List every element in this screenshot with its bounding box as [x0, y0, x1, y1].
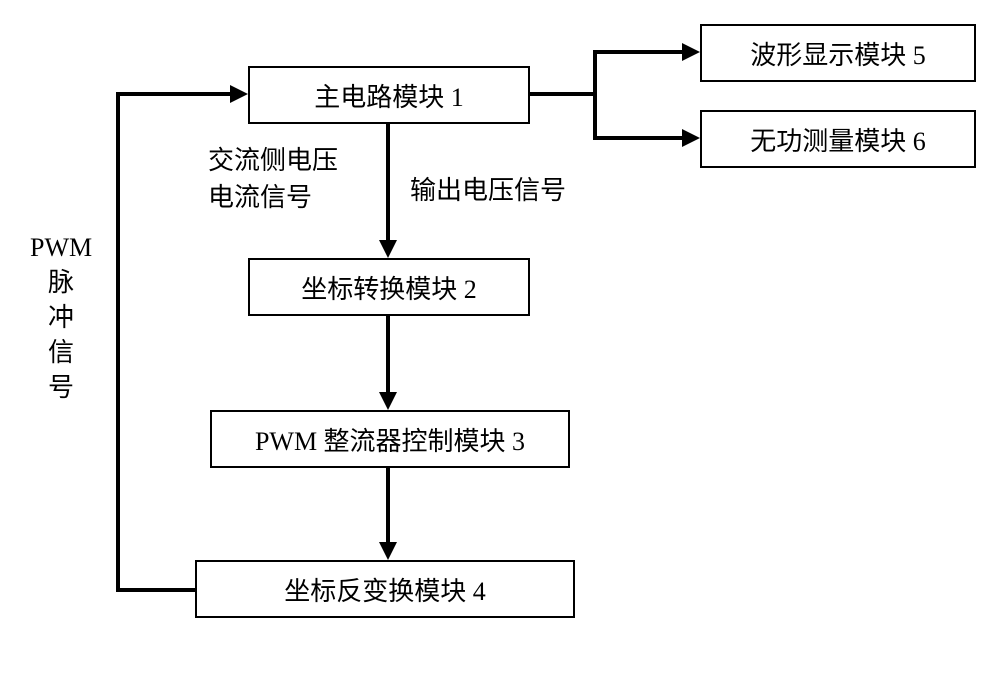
node-n2: 坐标转换模块 2 [248, 258, 530, 316]
label-edge_pwm-line: 脉 [48, 265, 74, 300]
label-edge_pwm-line: 号 [48, 370, 74, 405]
label-edge_out: 输出电压信号 [410, 170, 566, 207]
arrowhead-split-to-n6 [682, 129, 700, 147]
node-n4-label: 坐标反变换模块 4 [284, 571, 486, 608]
label-edge_pwm-line: PWM [30, 230, 92, 265]
label-edge_pwm-line: 冲 [48, 300, 74, 335]
node-n6: 无功测量模块 6 [700, 110, 976, 168]
arrowhead-split-to-n5 [682, 43, 700, 61]
label-edge_pwm: PWM脉冲信号 [30, 230, 92, 405]
arrow-split-to-n6 [595, 94, 689, 138]
node-n1: 主电路模块 1 [248, 66, 530, 124]
arrowhead-n4-to-n1 [230, 85, 248, 103]
arrow-split-to-n5 [595, 52, 689, 94]
label-edge_pwm-line: 信 [48, 335, 74, 370]
node-n5: 波形显示模块 5 [700, 24, 976, 82]
node-n6-label: 无功测量模块 6 [750, 121, 926, 158]
arrowhead-n3-to-n4 [379, 542, 397, 560]
node-n3-label: PWM 整流器控制模块 3 [255, 421, 525, 458]
node-n1-label: 主电路模块 1 [314, 77, 464, 114]
node-n2-label: 坐标转换模块 2 [301, 269, 477, 306]
label-edge_ac: 交流侧电压 电流信号 [208, 140, 338, 214]
node-n3: PWM 整流器控制模块 3 [210, 410, 570, 468]
arrowhead-n2-to-n3 [379, 392, 397, 410]
arrowhead-n1-to-n2 [379, 240, 397, 258]
node-n4: 坐标反变换模块 4 [195, 560, 575, 618]
node-n5-label: 波形显示模块 5 [750, 35, 926, 72]
